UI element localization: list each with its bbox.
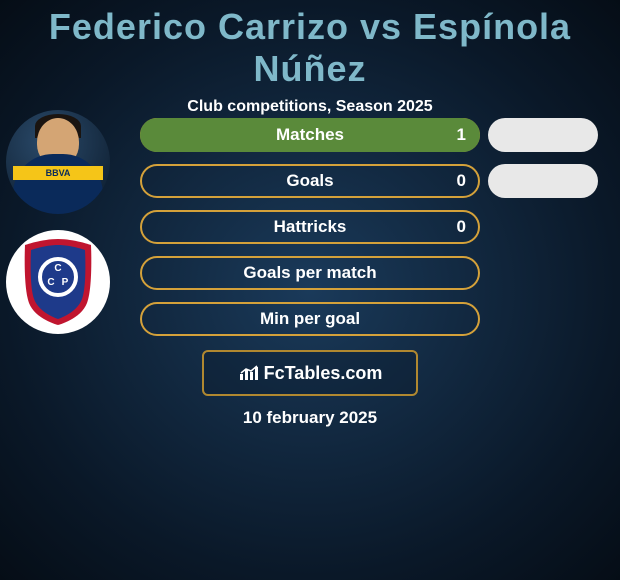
stat-pills <box>488 118 598 348</box>
bar-label: Hattricks <box>140 210 480 244</box>
pill-spacer <box>488 210 598 256</box>
bar-label: Goals <box>140 164 480 198</box>
bar-value-p1: 0 <box>457 210 466 244</box>
page-title: Federico Carrizo vs Espínola Núñez <box>0 0 620 90</box>
bar-value-p1: 0 <box>457 164 466 198</box>
bar-label: Min per goal <box>140 302 480 336</box>
date-label: 10 february 2025 <box>0 408 620 428</box>
player2-club-avatar: C C P <box>6 230 110 334</box>
bar-label: Goals per match <box>140 256 480 290</box>
svg-text:C: C <box>47 277 54 288</box>
bar-label: Matches <box>140 118 480 152</box>
bar-value-p1: 1 <box>457 118 466 152</box>
pill-spacer <box>488 302 598 348</box>
svg-text:P: P <box>62 277 69 288</box>
player1-jersey-sponsor: BBVA <box>13 166 103 180</box>
stat-pill <box>488 164 598 198</box>
stat-bar-row: Hattricks0 <box>140 210 480 244</box>
pill-spacer <box>488 256 598 302</box>
stat-pill <box>488 118 598 152</box>
player1-jersey: BBVA <box>13 154 103 214</box>
club-shield-icon: C C P <box>19 237 97 327</box>
branding-text: FcTables.com <box>264 363 383 384</box>
player1-avatar: BBVA <box>6 110 110 214</box>
branding-badge: FcTables.com <box>202 350 418 396</box>
stat-bar-row: Goals per match <box>140 256 480 290</box>
stat-bar-row: Matches1 <box>140 118 480 152</box>
stat-bar-row: Goals0 <box>140 164 480 198</box>
svg-text:C: C <box>54 263 61 274</box>
avatar-column: BBVA C C P <box>6 110 126 350</box>
chart-icon <box>238 364 260 382</box>
stat-bars: Matches1Goals0Hattricks0Goals per matchM… <box>140 118 480 348</box>
stat-bar-row: Min per goal <box>140 302 480 336</box>
